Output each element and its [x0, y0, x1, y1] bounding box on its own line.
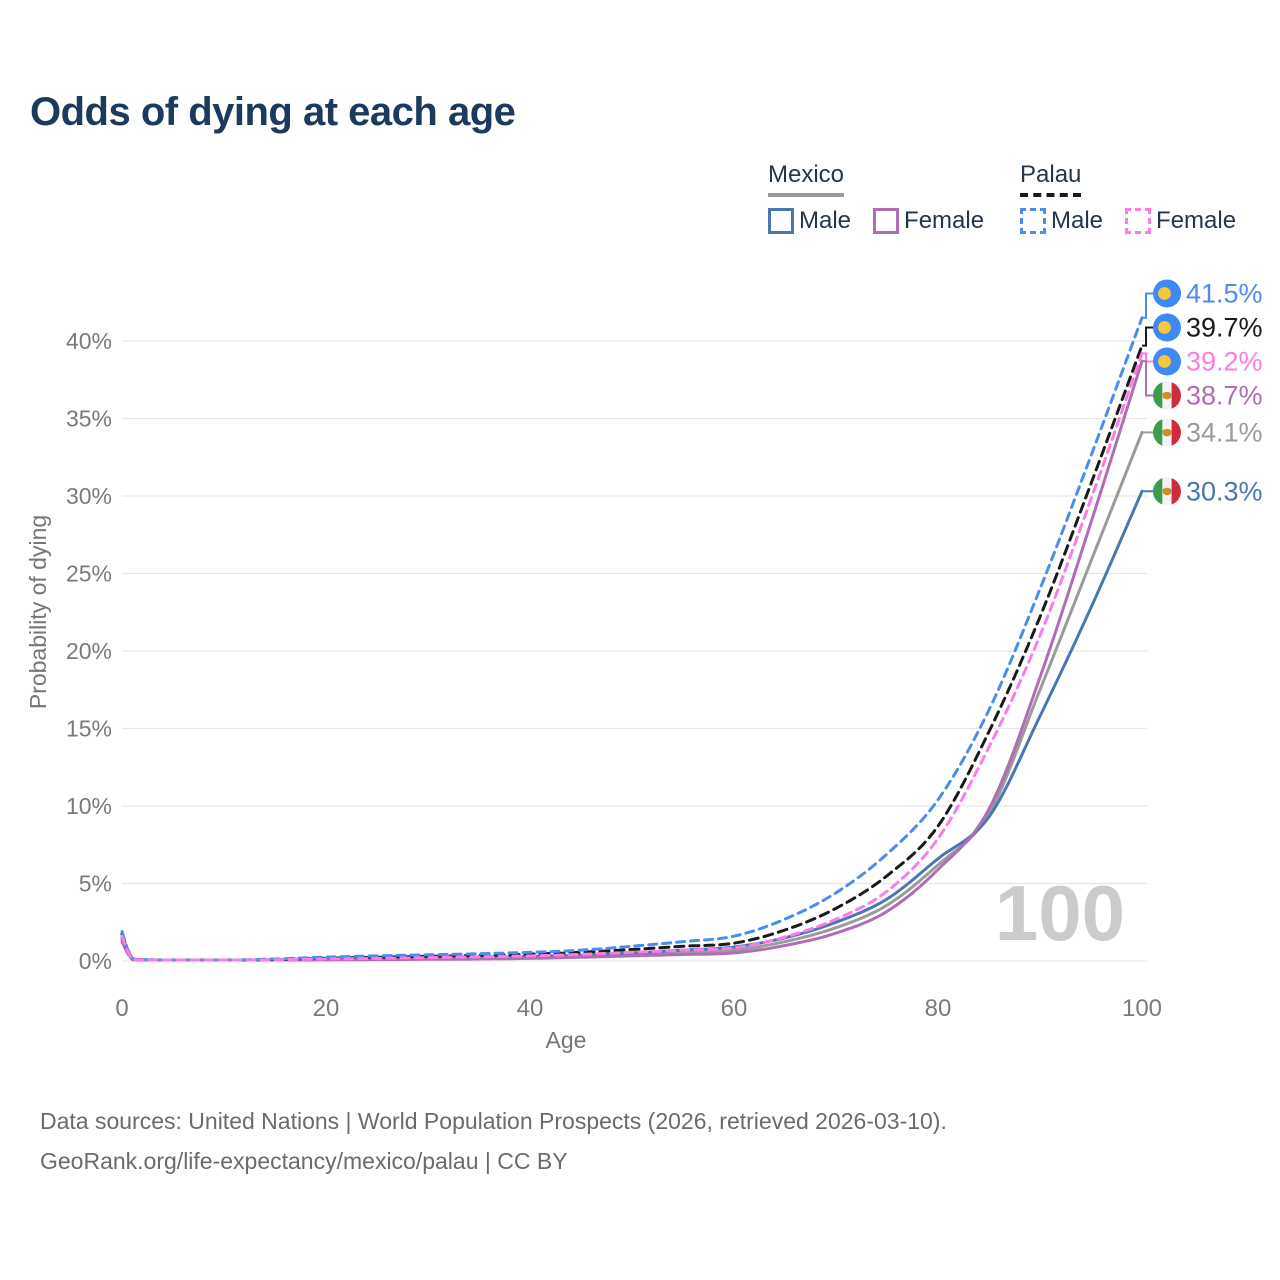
legend-item-palau-male[interactable]: Male — [1020, 207, 1103, 234]
y-tick-label: 40% — [66, 328, 112, 354]
data-sources-text: Data sources: United Nations | World Pop… — [40, 1108, 947, 1134]
x-tick-label: 60 — [721, 995, 748, 1022]
legend-group-title-palau: Palau — [1020, 161, 1082, 197]
legend-item-mexico-male[interactable]: Male — [768, 207, 851, 234]
y-axis-title: Probability of dying — [25, 515, 51, 709]
end-label-value: 41.5% — [1186, 278, 1263, 308]
legend-item-mexico-female[interactable]: Female — [873, 207, 984, 234]
series-line-palau[interactable] — [120, 344, 1144, 962]
x-tick-label: 80 — [925, 995, 952, 1022]
y-tick-label: 5% — [79, 871, 112, 897]
label-connector — [1142, 360, 1153, 397]
attribution-link-text[interactable]: GeoRank.org/life-expectancy/mexico/palau… — [40, 1148, 568, 1174]
end-label-palau-female: 39.2% — [1142, 346, 1263, 376]
y-tick-label: 30% — [66, 483, 112, 509]
palau-female-swatch-icon — [1125, 207, 1152, 234]
series-line-mexico-female[interactable] — [120, 359, 1144, 962]
label-connector — [1142, 292, 1153, 319]
y-tick-label: 10% — [66, 793, 112, 819]
series-line-mexico[interactable] — [120, 430, 1144, 962]
legend-item-label: Male — [1051, 207, 1104, 234]
x-axis-title: Age — [546, 1027, 587, 1053]
label-connector — [1142, 326, 1153, 347]
end-label-value: 39.7% — [1186, 312, 1263, 342]
end-label-value: 39.2% — [1186, 346, 1263, 376]
palau-male-swatch-icon — [1020, 207, 1046, 234]
end-label-mexico-male: 30.3% — [1142, 476, 1263, 506]
end-label-value: 38.7% — [1186, 380, 1263, 410]
mexico-flag-icon — [1153, 418, 1181, 447]
x-tick-label: 20 — [313, 995, 340, 1022]
label-connector — [1142, 352, 1153, 363]
x-tick-label: 40 — [517, 995, 544, 1022]
end-label-value: 30.3% — [1186, 476, 1263, 506]
y-tick-label: 15% — [66, 716, 112, 742]
end-label-palau: 39.7% — [1142, 312, 1263, 347]
page-title: Odds of dying at each age — [30, 90, 516, 134]
x-tick-label: 0 — [115, 995, 128, 1022]
end-label-mexico-female: 38.7% — [1142, 360, 1263, 410]
y-tick-label: 25% — [66, 561, 112, 587]
y-tick-label: 0% — [79, 948, 112, 974]
legend-item-palau-female[interactable]: Female — [1125, 207, 1236, 234]
legend-group-mexico: Mexico Male Female — [768, 161, 984, 234]
series-line-palau-male[interactable] — [120, 316, 1144, 962]
end-label-mexico: 34.1% — [1142, 417, 1263, 447]
legend-item-label: Male — [799, 207, 852, 234]
legend-group-palau: Palau Male Female — [1020, 161, 1236, 234]
series-line-palau-female[interactable] — [120, 351, 1144, 962]
x-tick-label: 100 — [1122, 995, 1162, 1022]
legend-group-title-mexico: Mexico — [768, 161, 845, 197]
mexico-flag-icon — [1153, 381, 1181, 410]
mexico-female-swatch-icon — [873, 207, 900, 234]
legend-item-label: Female — [1156, 207, 1237, 234]
end-label-palau-male: 41.5% — [1142, 278, 1263, 319]
mexico-male-swatch-icon — [768, 207, 794, 234]
legend-item-label: Female — [904, 207, 985, 234]
end-label-value: 34.1% — [1186, 417, 1263, 447]
y-tick-label: 20% — [66, 638, 112, 664]
series-line-mexico-male[interactable] — [120, 489, 1144, 962]
mexico-flag-icon — [1153, 477, 1181, 506]
y-tick-label: 35% — [66, 406, 112, 432]
